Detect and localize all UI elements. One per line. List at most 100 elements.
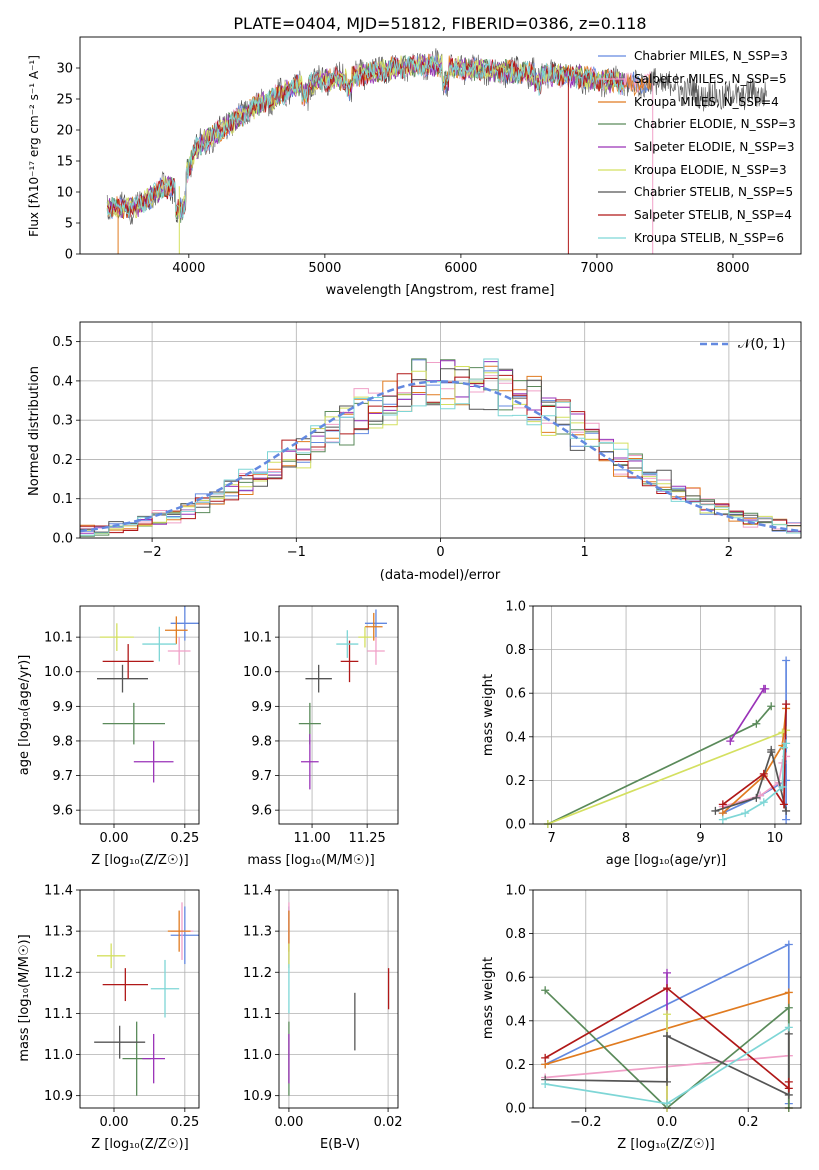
weight-marker (752, 793, 761, 802)
weight-marker (718, 815, 727, 824)
y-tick-label: 10.1 (243, 631, 272, 646)
y-tick-label: 0.6 (505, 971, 526, 986)
weight-marker (767, 702, 776, 711)
weight-marker (767, 745, 776, 754)
weight-marker (779, 743, 788, 752)
y-tick-label: 5 (65, 217, 73, 232)
y-tick-label: 11.2 (44, 966, 73, 981)
x-tick-label: 11.25 (349, 831, 386, 846)
residual-hist-8 (80, 358, 801, 536)
legend-label-7: Salpeter STELIB, N_SSP=4 (634, 208, 792, 222)
weight-marker (779, 800, 788, 809)
legend-entry: Kroupa MILES, N_SSP=4 (598, 95, 779, 109)
y-tick-label: 11.1 (243, 1007, 272, 1022)
age-vs-mass-panel: 11.00 11.25 9.6 9.7 9.8 9.9 10.0 10.1 (243, 605, 399, 846)
plot-area (94, 902, 199, 1096)
x-tick-label: 0.00 (100, 1115, 129, 1130)
z-x-label-bottom: Z [log₁₀(Z/Z☉)] (91, 1137, 188, 1152)
weight-marker (759, 798, 768, 807)
y-tick-label: 11.4 (44, 884, 73, 899)
ebv-x-label: E(B-V) (320, 1137, 360, 1152)
legend-label-8: Kroupa STELIB, N_SSP=6 (634, 231, 784, 245)
y-tick-label: 9.8 (52, 734, 73, 749)
y-tick-label: 11.0 (44, 1048, 73, 1063)
y-tick-label: 11.3 (44, 925, 73, 940)
weight-marker (663, 1099, 671, 1108)
y-tick-label: 0.8 (505, 643, 526, 658)
y-tick-label: 0.2 (52, 453, 73, 468)
x-tick-label: 11.00 (293, 831, 330, 846)
weight-marker (784, 988, 793, 997)
weight-marker (784, 940, 793, 949)
y-tick-label: 11.1 (44, 1007, 73, 1022)
y-tick-label: 0.0 (52, 532, 73, 547)
y-tick-label: 9.9 (251, 700, 272, 715)
chart-title: PLATE=0404, MJD=51812, FIBERID=0386, z=0… (233, 14, 646, 33)
y-tick-label: 9.9 (52, 700, 73, 715)
y-tick-label: 0.6 (505, 687, 526, 702)
weight-marker (663, 968, 671, 977)
x-tick-label: 2 (725, 545, 733, 560)
massweight-vs-age-panel: 7 8 9 10 0.0 0.2 0.4 0.6 0.8 1.0 (505, 600, 802, 846)
legend-entry: Salpeter ELODIE, N_SSP=3 (598, 140, 795, 154)
y-tick-label: 11.3 (243, 925, 272, 940)
weight-marker (782, 700, 791, 709)
legend-label-1: Salpeter MILES, N_SSP=5 (634, 72, 787, 86)
plot-area (97, 606, 199, 783)
weight-marker (782, 806, 791, 815)
x-tick-label: −0.2 (570, 1115, 602, 1130)
massweight-y-label-top: mass weight (481, 674, 496, 756)
weight-marker (741, 809, 750, 818)
axes-frame (278, 889, 399, 1109)
weight-marker (711, 806, 720, 815)
y-tick-label: 9.6 (251, 804, 272, 819)
residual-panel: −2 −1 0 1 2 0.0 0.1 0.2 0.3 0.4 0.5 (52, 321, 802, 560)
x-tick-label: 7 (547, 831, 555, 846)
x-tick-label: 0 (436, 545, 444, 560)
axes-frame (532, 889, 802, 1109)
weight-line-4 (729, 687, 766, 742)
y-tick-label: 0.0 (505, 1102, 526, 1117)
x-tick-label: 1 (581, 545, 589, 560)
weight-marker (782, 815, 791, 824)
y-tick-label: 9.6 (52, 804, 73, 819)
legend-label-2: Kroupa MILES, N_SSP=4 (634, 95, 779, 109)
y-tick-label: 0.0 (505, 818, 526, 833)
mass-vs-ebv-panel: 0.00 0.02 10.9 11.0 11.1 11.2 11.3 11.4 (243, 884, 403, 1131)
mass-y-label: mass [log₁₀(M/M☉)] (17, 934, 32, 1061)
x-tick-label: 5000 (308, 261, 341, 276)
x-tick-label: 7000 (580, 261, 613, 276)
axes-frame (79, 36, 802, 255)
axes-frame (532, 605, 802, 825)
legend-entry: Salpeter MILES, N_SSP=5 (598, 72, 787, 86)
x-tick-label: 0.0 (657, 1115, 678, 1130)
weight-marker (752, 719, 761, 728)
spectrum-legend: Chabrier MILES, N_SSP=3 Salpeter MILES, … (598, 49, 796, 245)
y-tick-label: 11.0 (243, 1048, 272, 1063)
plot-area (541, 940, 793, 1112)
normal-legend-label: 𝒩(0, 1) (738, 337, 785, 352)
y-tick-label: 11.2 (243, 966, 272, 981)
x-tick-label: 0.2 (738, 1115, 759, 1130)
y-tick-label: 1.0 (505, 884, 526, 899)
weight-marker (541, 986, 550, 995)
legend-label-3: Chabrier ELODIE, N_SSP=3 (634, 117, 796, 131)
weight-marker (663, 1010, 671, 1019)
y-tick-label: 9.7 (251, 769, 272, 784)
weight-marker (782, 656, 791, 665)
weight-line-0 (722, 660, 787, 820)
weight-marker (784, 1003, 793, 1012)
y-tick-label: 0.3 (52, 414, 73, 429)
legend-entry: Kroupa ELODIE, N_SSP=3 (598, 163, 787, 177)
axes-frame (79, 321, 802, 539)
axes-frame (79, 889, 200, 1109)
weight-marker (663, 984, 671, 993)
y-tick-label: 0.5 (52, 335, 73, 350)
age-x-label: age [log₁₀(age/yr)] (606, 853, 727, 868)
legend-entry: Chabrier MILES, N_SSP=3 (598, 49, 788, 63)
x-tick-label: 8 (622, 831, 630, 846)
normal-curve (80, 380, 801, 533)
plot-area (288, 902, 390, 1096)
x-tick-label: 6000 (444, 261, 477, 276)
